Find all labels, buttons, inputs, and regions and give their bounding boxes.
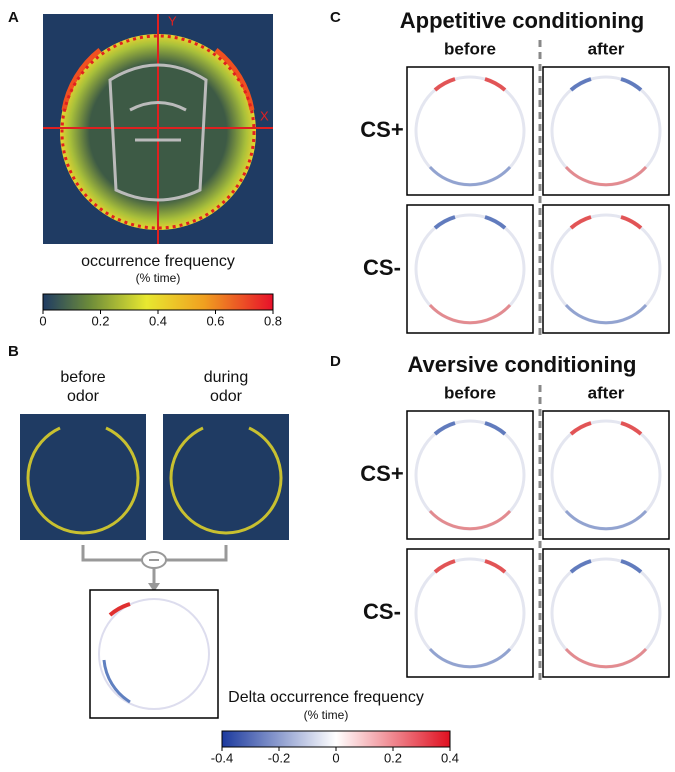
hot-arc bbox=[433, 421, 456, 436]
panel-title: Appetitive conditioning bbox=[400, 8, 644, 33]
hot-arc bbox=[484, 421, 507, 436]
colorbar-tick-label: 0.6 bbox=[206, 313, 224, 328]
arena-border bbox=[60, 34, 256, 230]
hot-arc bbox=[484, 215, 507, 230]
panel-label: C bbox=[330, 9, 341, 26]
image-title: during bbox=[204, 369, 248, 386]
cold-arc bbox=[564, 303, 648, 325]
caption: Delta occurrence frequency bbox=[228, 689, 424, 706]
cold-arc bbox=[564, 509, 648, 531]
diff-map bbox=[542, 66, 670, 196]
hot-arc bbox=[569, 215, 592, 230]
fly-outline bbox=[108, 63, 208, 202]
panel-label: D bbox=[330, 353, 341, 370]
panel-title: Aversive conditioning bbox=[407, 352, 636, 377]
row-label: CS- bbox=[363, 255, 401, 280]
colorbar-tick-label: -0.2 bbox=[268, 750, 290, 765]
caption-unit: (% time) bbox=[136, 271, 181, 285]
image-title: odor bbox=[210, 388, 243, 405]
cold-arc bbox=[428, 647, 512, 669]
hot-arc bbox=[569, 559, 592, 574]
diff-map bbox=[406, 204, 534, 334]
hot-arc bbox=[433, 215, 456, 230]
panel-label: A bbox=[8, 9, 19, 26]
cold-arc bbox=[564, 165, 648, 187]
hot-arc bbox=[214, 48, 255, 111]
column-header: before bbox=[444, 383, 496, 402]
row-label: CS+ bbox=[360, 461, 403, 486]
heatmap bbox=[20, 414, 289, 540]
row-label: CS- bbox=[363, 599, 401, 624]
cold-arc bbox=[428, 303, 512, 325]
column-header: after bbox=[588, 39, 625, 58]
row-label: CS+ bbox=[360, 117, 403, 142]
hot-arc bbox=[484, 559, 507, 574]
diff-map bbox=[89, 589, 219, 719]
arrow bbox=[148, 583, 160, 592]
colorbar-tick-label: 0.4 bbox=[441, 750, 459, 765]
cold-arc bbox=[428, 509, 512, 531]
colorbar-tick-label: 0.4 bbox=[149, 313, 167, 328]
caption: occurrence frequency bbox=[81, 253, 235, 270]
colorbar-tick-label: 0.2 bbox=[384, 750, 402, 765]
colorbar-tick-label: -0.4 bbox=[211, 750, 233, 765]
colorbar-tick-label: 0 bbox=[332, 750, 339, 765]
image-title: odor bbox=[67, 388, 100, 405]
colorbar bbox=[42, 293, 274, 311]
colorbar-tick-label: 0.8 bbox=[264, 313, 282, 328]
diff-map bbox=[406, 66, 534, 196]
diff-map bbox=[406, 410, 534, 540]
column-header: after bbox=[588, 383, 625, 402]
colorbar-tick-label: 0.2 bbox=[91, 313, 109, 328]
hot-arc bbox=[620, 421, 643, 436]
diff-map bbox=[542, 548, 670, 678]
cold-arc bbox=[564, 647, 648, 669]
axis-label: Y bbox=[168, 13, 177, 28]
axis-label: X bbox=[260, 108, 269, 123]
colorbar bbox=[221, 730, 451, 748]
hot-arc bbox=[569, 77, 592, 92]
hot-arc bbox=[433, 559, 456, 574]
hot-arc bbox=[620, 77, 643, 92]
hot-arc bbox=[620, 559, 643, 574]
diff-map bbox=[542, 204, 670, 334]
column-header: before bbox=[444, 39, 496, 58]
colorbar-tick-label: 0 bbox=[39, 313, 46, 328]
hot-arc bbox=[569, 421, 592, 436]
hot-arc bbox=[484, 77, 507, 92]
cold-arc bbox=[428, 165, 512, 187]
diff-map bbox=[542, 410, 670, 540]
image-title: before bbox=[60, 369, 105, 386]
hot-arc bbox=[620, 215, 643, 230]
caption-unit: (% time) bbox=[304, 708, 349, 722]
hot-arc bbox=[433, 77, 456, 92]
diff-map bbox=[406, 548, 534, 678]
panel-label: B bbox=[8, 343, 19, 360]
